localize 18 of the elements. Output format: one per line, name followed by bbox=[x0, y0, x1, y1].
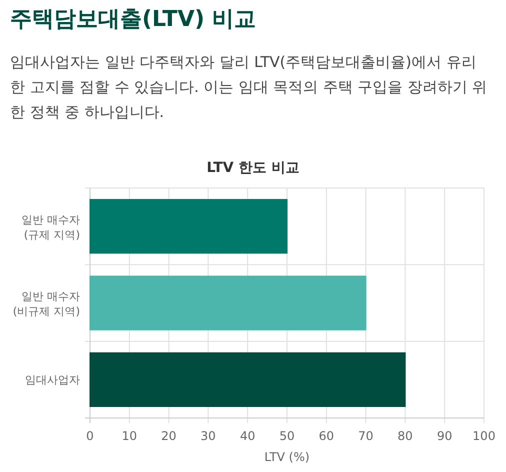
x-tick-label: 20 bbox=[161, 429, 176, 443]
chart-subtitle: 임대사업자는 일반 다주택자와 달리 LTV(주택담보대출비율)에서 유리한 고지를 점할 수 있습니다. 이는 임대 목적의 주택 구입을 장려하기 위한 정책 중 하나입니다. bbox=[10, 52, 488, 123]
y-tick-label: 일반 매수자 (규제 지역) bbox=[22, 213, 80, 242]
x-tick-label: 10 bbox=[122, 429, 138, 443]
x-tick-label: 50 bbox=[279, 429, 295, 443]
x-tick-label: 40 bbox=[240, 429, 256, 443]
y-tick-label: 일반 매수자 (비규제 지역) bbox=[12, 290, 80, 318]
x-tick-label: 90 bbox=[436, 429, 452, 443]
text: LTV 한도 비교 bbox=[206, 160, 300, 176]
x-tick-label: 70 bbox=[358, 429, 374, 443]
x-tick-label: 100 bbox=[472, 429, 496, 443]
chart-title: 주택담보대출(LTV) 비교 bbox=[10, 6, 256, 34]
x-tick-label: 80 bbox=[398, 429, 413, 443]
x-tick-label: 0 bbox=[86, 429, 94, 443]
x-tick-label: 60 bbox=[318, 429, 334, 443]
y-tick-label: 임대사업자 bbox=[25, 374, 80, 387]
x-tick-label: 30 bbox=[200, 429, 216, 443]
x-axis-title: LTV (%) bbox=[264, 450, 310, 464]
